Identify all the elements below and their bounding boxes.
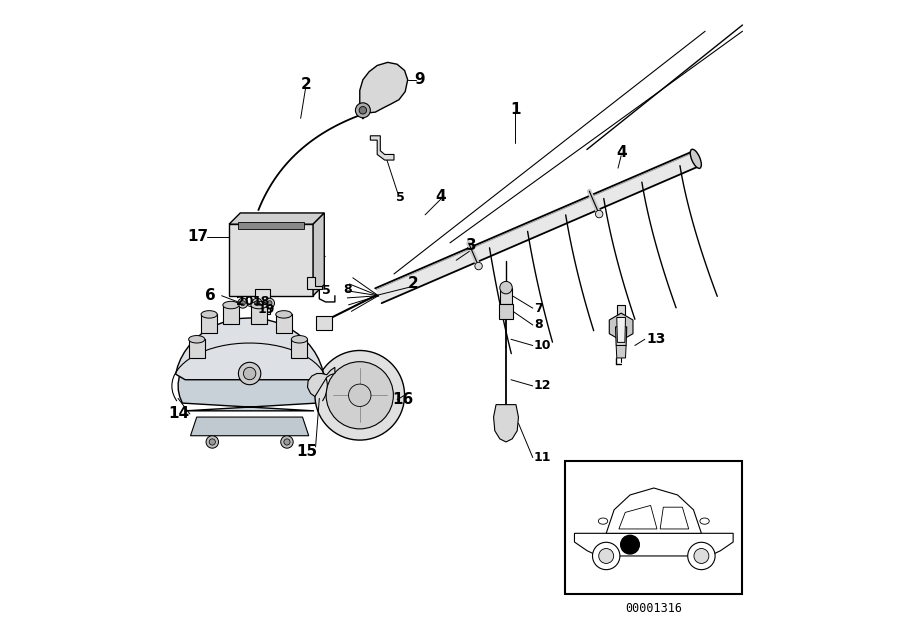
Circle shape: [284, 439, 290, 445]
Circle shape: [315, 351, 405, 440]
Circle shape: [255, 301, 259, 305]
Polygon shape: [500, 304, 513, 319]
Polygon shape: [500, 288, 512, 304]
Bar: [316, 316, 332, 330]
Circle shape: [267, 301, 272, 305]
Ellipse shape: [598, 518, 608, 525]
Circle shape: [694, 549, 709, 563]
Circle shape: [281, 436, 293, 448]
Polygon shape: [607, 488, 701, 533]
Polygon shape: [223, 305, 239, 324]
Polygon shape: [616, 318, 625, 342]
Polygon shape: [493, 404, 518, 442]
Polygon shape: [360, 62, 408, 114]
Polygon shape: [191, 417, 309, 436]
Ellipse shape: [201, 311, 217, 318]
Ellipse shape: [251, 302, 267, 309]
Circle shape: [265, 298, 274, 308]
Polygon shape: [313, 213, 324, 296]
Text: 5: 5: [322, 284, 331, 297]
Circle shape: [596, 210, 603, 218]
Polygon shape: [251, 305, 267, 324]
Polygon shape: [201, 314, 217, 333]
Text: 15: 15: [296, 444, 318, 459]
Text: 5: 5: [396, 191, 405, 204]
Circle shape: [252, 298, 262, 308]
Circle shape: [688, 542, 716, 570]
Polygon shape: [308, 277, 322, 290]
Circle shape: [500, 281, 512, 294]
Text: 7: 7: [534, 302, 543, 315]
Polygon shape: [308, 367, 335, 396]
Polygon shape: [292, 339, 308, 358]
Text: 11: 11: [534, 451, 552, 464]
Circle shape: [348, 384, 371, 406]
Circle shape: [209, 439, 215, 445]
Circle shape: [475, 262, 482, 270]
Text: 10: 10: [534, 339, 552, 352]
Circle shape: [359, 107, 366, 114]
Polygon shape: [230, 213, 324, 224]
Ellipse shape: [690, 149, 701, 168]
Text: 8: 8: [534, 319, 543, 331]
Polygon shape: [574, 533, 734, 556]
Circle shape: [592, 542, 620, 570]
Polygon shape: [609, 313, 633, 340]
Text: 3: 3: [466, 238, 477, 253]
Ellipse shape: [700, 518, 709, 525]
Polygon shape: [616, 327, 626, 345]
Circle shape: [238, 363, 261, 385]
Text: 8: 8: [343, 283, 352, 296]
Polygon shape: [616, 345, 626, 358]
Polygon shape: [370, 136, 394, 160]
Text: 6: 6: [205, 288, 216, 304]
Ellipse shape: [189, 335, 205, 343]
Polygon shape: [275, 314, 292, 333]
Polygon shape: [616, 305, 625, 318]
Text: 2: 2: [408, 276, 418, 291]
Text: 2: 2: [301, 77, 311, 91]
Text: 20: 20: [236, 295, 254, 309]
Polygon shape: [189, 339, 205, 358]
Polygon shape: [178, 336, 321, 411]
Polygon shape: [230, 224, 313, 296]
Text: 19: 19: [257, 303, 275, 316]
Circle shape: [206, 436, 219, 448]
Circle shape: [621, 535, 639, 554]
Circle shape: [598, 549, 614, 563]
Polygon shape: [176, 318, 324, 380]
Polygon shape: [375, 151, 699, 303]
Ellipse shape: [292, 335, 308, 343]
Text: 1: 1: [510, 102, 520, 117]
Text: 16: 16: [392, 392, 414, 407]
Ellipse shape: [275, 311, 292, 318]
Text: 4: 4: [436, 189, 446, 204]
Ellipse shape: [223, 302, 239, 309]
Circle shape: [356, 103, 370, 117]
Circle shape: [238, 298, 248, 308]
Text: 9: 9: [414, 72, 425, 87]
Polygon shape: [619, 505, 657, 529]
Bar: [565, 460, 742, 594]
Circle shape: [240, 301, 246, 305]
Circle shape: [326, 362, 393, 429]
Polygon shape: [255, 290, 269, 314]
Text: 4: 4: [616, 145, 626, 160]
Text: 18: 18: [253, 295, 270, 309]
Text: 14: 14: [168, 406, 190, 422]
Text: 13: 13: [646, 332, 665, 346]
Polygon shape: [661, 507, 688, 529]
Text: 00001316: 00001316: [626, 601, 682, 615]
Polygon shape: [238, 222, 304, 229]
Circle shape: [243, 367, 256, 380]
Text: 12: 12: [534, 380, 552, 392]
Text: 17: 17: [187, 229, 209, 244]
